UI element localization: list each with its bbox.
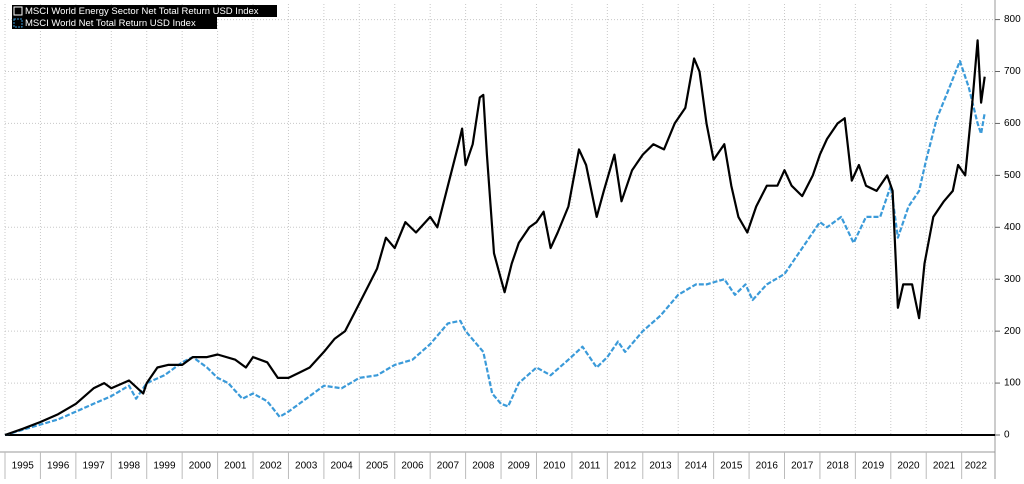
x-tick-label: 2001 — [224, 461, 247, 472]
x-tick-label: 2016 — [756, 461, 779, 472]
x-tick-label: 1996 — [47, 461, 70, 472]
x-tick-label: 2010 — [543, 461, 566, 472]
legend-box — [12, 17, 217, 29]
y-tick-label: 200 — [1004, 326, 1021, 337]
y-tick-label: 600 — [1004, 118, 1021, 129]
x-tick-label: 2002 — [260, 461, 283, 472]
legend-entry: MSCI World Net Total Return USD Index — [12, 17, 217, 29]
x-tick-label: 2012 — [614, 461, 637, 472]
x-tick-label: 2007 — [437, 461, 460, 472]
x-tick-label: 2004 — [330, 461, 353, 472]
y-tick-label: 700 — [1004, 66, 1021, 77]
x-tick-label: 2000 — [189, 461, 212, 472]
legend-entry: MSCI World Energy Sector Net Total Retur… — [12, 5, 277, 17]
x-tick-label: 2015 — [720, 461, 743, 472]
x-tick-label: 2017 — [791, 461, 814, 472]
y-tick-label: 300 — [1004, 274, 1021, 285]
y-tick-label: 400 — [1004, 222, 1021, 233]
series-line — [4, 39, 986, 437]
x-tick-label: 2011 — [579, 461, 601, 472]
x-tick-label: 2013 — [649, 461, 672, 472]
x-tick-label: 2005 — [366, 461, 389, 472]
x-tick-label: 2014 — [685, 461, 708, 472]
legend-swatch — [13, 6, 23, 16]
x-tick-label: 2021 — [933, 461, 956, 472]
legend-label: MSCI World Net Total Return USD Index — [25, 18, 196, 29]
y-tick-label: 100 — [1004, 378, 1021, 389]
y-tick-label: 500 — [1004, 170, 1021, 181]
legend-label: MSCI World Energy Sector Net Total Retur… — [25, 6, 259, 17]
legend-box — [12, 5, 277, 17]
y-tick-label: 800 — [1004, 14, 1021, 25]
x-tick-label: 2003 — [295, 461, 318, 472]
y-tick-label: 0 — [1004, 430, 1010, 441]
x-tick-label: 2018 — [827, 461, 850, 472]
x-tick-label: 2009 — [508, 461, 531, 472]
x-tick-label: 1997 — [82, 461, 105, 472]
x-tick-label: 2008 — [472, 461, 495, 472]
legend-swatch — [13, 18, 23, 28]
x-tick-label: 2019 — [862, 461, 885, 472]
x-tick-label: 1998 — [118, 461, 141, 472]
x-tick-label: 1999 — [153, 461, 176, 472]
series-line — [4, 60, 986, 437]
x-tick-label: 2006 — [401, 461, 424, 472]
x-tick-label: 1995 — [12, 461, 35, 472]
x-tick-label: 2022 — [965, 461, 988, 472]
x-tick-label: 2020 — [897, 461, 920, 472]
